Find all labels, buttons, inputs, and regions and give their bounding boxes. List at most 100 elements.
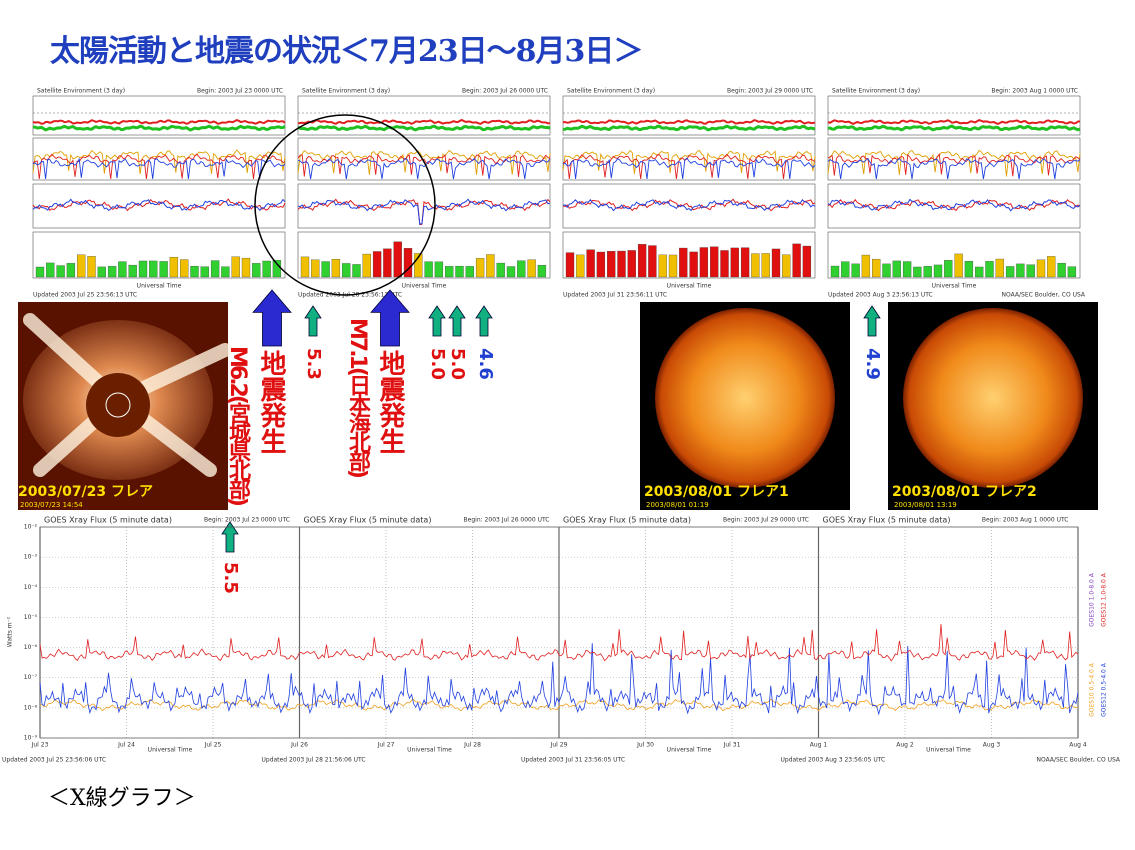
strip-frame bbox=[297, 95, 551, 136]
strip-frame bbox=[562, 137, 816, 181]
sun-disk bbox=[655, 308, 835, 488]
kp-bar bbox=[517, 260, 526, 278]
kp-bar bbox=[311, 259, 320, 278]
arrow bbox=[221, 521, 239, 553]
x-label: Universal Time bbox=[407, 747, 452, 754]
kp-bar bbox=[321, 261, 330, 278]
sun-outline bbox=[105, 392, 131, 418]
magnitude: 5.0 bbox=[447, 348, 468, 380]
kp-bar bbox=[475, 258, 485, 278]
kp-bar bbox=[118, 261, 127, 278]
trace bbox=[562, 157, 816, 180]
y-tick-label: 10⁻⁷ bbox=[24, 674, 38, 681]
kp-bar bbox=[902, 261, 912, 278]
kp-bar bbox=[262, 260, 271, 278]
image-stamp: 2003/08/01 01:19 bbox=[646, 501, 709, 509]
kp-bar bbox=[679, 247, 688, 278]
trace bbox=[32, 124, 286, 132]
kp-bar bbox=[87, 256, 96, 278]
x-tick-label: Jul 30 bbox=[636, 742, 654, 749]
kp-bar bbox=[190, 265, 199, 278]
kp-bar bbox=[565, 252, 575, 278]
kp-bar bbox=[913, 266, 922, 278]
image-stamp: 2003/07/23 14:54 bbox=[20, 501, 83, 509]
updated: Updated 2003 Aug 3 23:56:13 UTC bbox=[828, 292, 933, 299]
kp-bar bbox=[658, 254, 667, 278]
kp-bar bbox=[527, 259, 536, 278]
kp-bar bbox=[506, 266, 516, 278]
kp-bar bbox=[352, 264, 361, 278]
panel-begin: Begin: 2003 Jul 26 0000 UTC bbox=[462, 88, 548, 95]
kp-bar bbox=[964, 261, 974, 278]
kp-bar bbox=[944, 260, 953, 278]
panel-header: Satellite Environment (3 day) bbox=[567, 88, 655, 95]
caption: ＜X線グラフ＞ bbox=[48, 786, 196, 811]
x-tick-label: Aug 2 bbox=[896, 742, 914, 749]
strip-frame bbox=[562, 95, 816, 136]
trace bbox=[39, 698, 1079, 712]
trace bbox=[827, 152, 1081, 177]
trace bbox=[297, 198, 551, 226]
trace bbox=[297, 153, 551, 177]
magnitude: 5.5 bbox=[220, 562, 241, 594]
arrow bbox=[370, 289, 410, 347]
kp-bar bbox=[169, 256, 179, 278]
trace bbox=[32, 157, 286, 180]
legend-entry: GOES10 0.5-4.0 A bbox=[1089, 662, 1096, 717]
xray-header: GOES Xray Flux (5 minute data) bbox=[563, 516, 691, 525]
kp-bar bbox=[414, 253, 423, 278]
kp-bar bbox=[403, 248, 413, 278]
kp-bar bbox=[730, 247, 739, 278]
image-caption: 2003/07/23 フレア bbox=[18, 484, 153, 500]
strip-frame bbox=[562, 231, 816, 279]
panel-header: Satellite Environment (3 day) bbox=[37, 88, 125, 95]
kp-bar bbox=[954, 253, 963, 278]
legend-entry: GOES12 0.5-4.0 A bbox=[1101, 662, 1108, 717]
trace bbox=[297, 118, 551, 125]
kp-bar bbox=[221, 266, 230, 278]
credit: NOAA/SEC Boulder, CO USA bbox=[1002, 292, 1086, 299]
trace bbox=[297, 124, 551, 132]
kp-bar bbox=[46, 262, 55, 278]
kp-bar bbox=[383, 248, 392, 278]
kp-bar bbox=[761, 253, 770, 278]
xray-header: GOES Xray Flux (5 minute data) bbox=[44, 516, 172, 525]
quake-event: 地震発生 bbox=[256, 350, 286, 454]
trace bbox=[827, 157, 1081, 180]
kp-bar bbox=[56, 265, 65, 278]
kp-bar bbox=[802, 245, 812, 278]
kp-bar bbox=[740, 247, 750, 278]
trace bbox=[32, 153, 286, 180]
panel-header: Satellite Environment (3 day) bbox=[832, 88, 920, 95]
xray-header: GOES Xray Flux (5 minute data) bbox=[823, 516, 951, 525]
x-label: Universal Time bbox=[137, 283, 182, 290]
updated: Updated 2003 Jul 31 23:56:11 UTC bbox=[563, 292, 667, 299]
y-tick-label: 10⁻³ bbox=[24, 554, 38, 561]
trace bbox=[827, 119, 1081, 126]
kp-bar bbox=[455, 265, 464, 278]
kp-bar bbox=[97, 266, 106, 278]
kp-bar bbox=[576, 254, 585, 278]
strip-frame bbox=[32, 183, 286, 229]
updated: Updated 2003 Jul 25 23:56:13 UTC bbox=[33, 292, 137, 299]
kp-bar bbox=[1026, 264, 1035, 278]
trace bbox=[562, 119, 816, 125]
kp-bar bbox=[851, 263, 860, 278]
trace bbox=[297, 198, 551, 225]
kp-bar bbox=[668, 254, 678, 278]
kp-bar bbox=[689, 251, 698, 278]
x-tick-label: Jul 26 bbox=[290, 742, 308, 749]
kp-bar bbox=[975, 266, 984, 278]
x-label: Universal Time bbox=[667, 747, 712, 754]
updated: Updated 2003 Jul 28 21:56:06 UTC bbox=[262, 757, 366, 764]
strip-frame bbox=[32, 137, 286, 181]
legend-entry: GOES10 1.0-8.0 A bbox=[1089, 572, 1096, 627]
kp-bar bbox=[872, 258, 881, 278]
kp-bar bbox=[342, 263, 351, 278]
kp-bar bbox=[596, 251, 606, 278]
arrow bbox=[428, 305, 446, 337]
trace bbox=[32, 149, 286, 175]
kp-bar bbox=[1057, 262, 1066, 278]
trace bbox=[32, 118, 286, 125]
